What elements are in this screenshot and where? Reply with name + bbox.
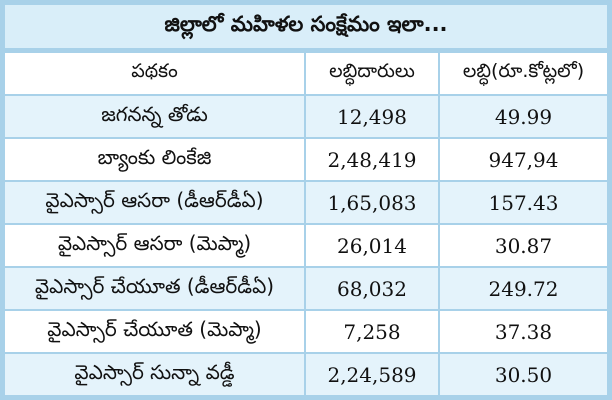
scheme-cell: వైఎస్సార్ ఆసరా (డీఆర్‌డీఏ) bbox=[5, 180, 306, 225]
table-row: వైఎస్సార్ ఆసరా (డీఆర్‌డీఏ) 1,65,083 157.… bbox=[5, 180, 607, 225]
beneficiaries-cell: 68,032 bbox=[304, 266, 440, 311]
benefit-cell: 157.43 bbox=[438, 180, 607, 225]
benefit-cell: 947,94 bbox=[438, 137, 607, 182]
table-row: వైఎస్సార్ సున్నా వడ్డీ 2,24,589 30.50 bbox=[5, 352, 607, 395]
schemes-table: పథకం లబ్ధిదారులు లబ్ధి(రూ.కోట్లలో) జగనన్… bbox=[5, 53, 607, 395]
table-row: వైఎస్సార్ చేయూత (మెప్మా) 7,258 37.38 bbox=[5, 309, 607, 354]
beneficiaries-cell: 2,24,589 bbox=[304, 352, 440, 395]
beneficiaries-cell: 7,258 bbox=[304, 309, 440, 354]
table-title: జిల్లాలో మహిళల సంక్షేమం ఇలా... bbox=[5, 5, 607, 53]
beneficiaries-cell: 2,48,419 bbox=[304, 137, 440, 182]
benefit-cell: 37.38 bbox=[438, 309, 607, 354]
table-row: జగనన్న తోడు 12,498 49.99 bbox=[5, 94, 607, 139]
benefit-cell: 30.50 bbox=[438, 352, 607, 395]
header-benefit: లబ్ధి(రూ.కోట్లలో) bbox=[438, 53, 607, 96]
beneficiaries-cell: 12,498 bbox=[304, 94, 440, 139]
beneficiaries-cell: 1,65,083 bbox=[304, 180, 440, 225]
table-row: వైఎస్సార్ ఆసరా (మెప్మా) 26,014 30.87 bbox=[5, 223, 607, 268]
header-scheme: పథకం bbox=[5, 53, 306, 96]
scheme-cell: వైఎస్సార్ సున్నా వడ్డీ bbox=[5, 352, 306, 395]
scheme-cell: వైఎస్సార్ చేయూత (డీఆర్‌డీఏ) bbox=[5, 266, 306, 311]
header-beneficiaries: లబ్ధిదారులు bbox=[304, 53, 440, 96]
benefit-cell: 249.72 bbox=[438, 266, 607, 311]
table-row: బ్యాంకు లింకేజి 2,48,419 947,94 bbox=[5, 137, 607, 182]
scheme-cell: బ్యాంకు లింకేజి bbox=[5, 137, 306, 182]
scheme-cell: వైఎస్సార్ చేయూత (మెప్మా) bbox=[5, 309, 306, 354]
header-row: పథకం లబ్ధిదారులు లబ్ధి(రూ.కోట్లలో) bbox=[5, 53, 607, 96]
scheme-cell: వైఎస్సార్ ఆసరా (మెప్మా) bbox=[5, 223, 306, 268]
benefit-cell: 30.87 bbox=[438, 223, 607, 268]
benefit-cell: 49.99 bbox=[438, 94, 607, 139]
scheme-cell: జగనన్న తోడు bbox=[5, 94, 306, 139]
beneficiaries-cell: 26,014 bbox=[304, 223, 440, 268]
table-row: వైఎస్సార్ చేయూత (డీఆర్‌డీఏ) 68,032 249.7… bbox=[5, 266, 607, 311]
